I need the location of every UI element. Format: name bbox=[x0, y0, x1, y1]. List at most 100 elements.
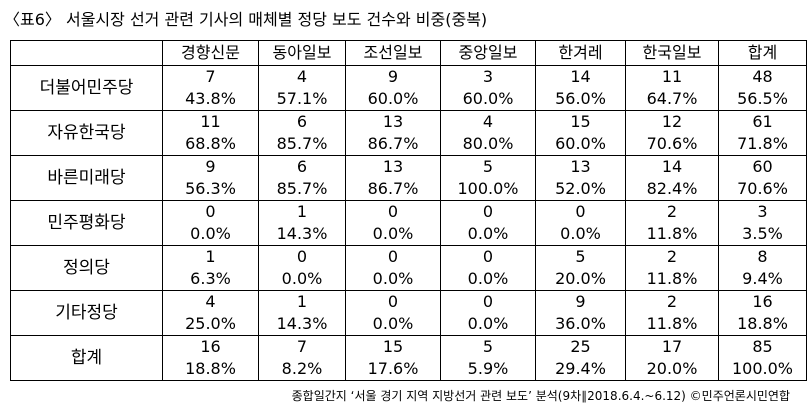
count-cell: 5 bbox=[440, 155, 536, 178]
percent-cell: 60.0% bbox=[345, 88, 441, 111]
percent-cell: 20.0% bbox=[625, 358, 719, 381]
percent-cell: 82.4% bbox=[625, 178, 719, 201]
percent-cell: 70.6% bbox=[625, 133, 719, 156]
count-cell: 6 bbox=[258, 155, 346, 178]
count-row: 정의당 1 0 0 0 5 2 8 bbox=[10, 245, 807, 291]
count-cell: 13 bbox=[345, 155, 441, 178]
percent-cell: 60.0% bbox=[440, 88, 536, 111]
percent-cell: 0.0% bbox=[345, 313, 441, 336]
count-cell: 9 bbox=[535, 290, 626, 313]
percent-cell: 56.0% bbox=[535, 88, 626, 111]
percent-cell: 11.8% bbox=[625, 313, 719, 336]
count-cell: 25 bbox=[535, 335, 626, 358]
percent-cell: 11.8% bbox=[625, 268, 719, 291]
count-cell: 5 bbox=[535, 245, 626, 268]
count-cell: 85 bbox=[718, 335, 807, 358]
percent-cell: 60.0% bbox=[535, 133, 626, 156]
percent-cell: 0.0% bbox=[535, 223, 626, 246]
count-cell: 4 bbox=[440, 110, 536, 133]
percent-cell: 14.3% bbox=[258, 313, 346, 336]
data-table: 경향신문 동아일보 조선일보 중앙일보 한겨레 한국일보 합계 더불어민주당 7 4 9 3 14 11 4… bbox=[10, 40, 807, 381]
column-header: 한국일보 bbox=[625, 40, 719, 66]
count-cell: 4 bbox=[258, 65, 346, 88]
column-header: 중앙일보 bbox=[440, 40, 536, 66]
percent-cell: 14.3% bbox=[258, 223, 346, 246]
count-cell: 0 bbox=[162, 200, 259, 223]
count-cell: 6 bbox=[258, 110, 346, 133]
column-header: 경향신문 bbox=[162, 40, 259, 66]
percent-cell: 18.8% bbox=[162, 358, 259, 381]
row-label: 자유한국당 bbox=[10, 110, 163, 156]
percent-cell: 36.0% bbox=[535, 313, 626, 336]
percent-cell: 6.3% bbox=[162, 268, 259, 291]
corner-cell bbox=[10, 40, 163, 66]
count-cell: 16 bbox=[162, 335, 259, 358]
count-cell: 2 bbox=[625, 245, 719, 268]
count-row: 민주평화당 0 1 0 0 0 2 3 bbox=[10, 200, 807, 246]
row-label: 더불어민주당 bbox=[10, 65, 163, 111]
percent-cell: 0.0% bbox=[345, 223, 441, 246]
percent-cell: 5.9% bbox=[440, 358, 536, 381]
count-cell: 7 bbox=[258, 335, 346, 358]
count-cell: 13 bbox=[345, 110, 441, 133]
percent-cell: 29.4% bbox=[535, 358, 626, 381]
count-cell: 7 bbox=[162, 65, 259, 88]
percent-cell: 8.2% bbox=[258, 358, 346, 381]
row-label: 기타정당 bbox=[10, 290, 163, 336]
count-cell: 0 bbox=[440, 290, 536, 313]
count-cell: 9 bbox=[345, 65, 441, 88]
percent-cell: 0.0% bbox=[440, 268, 536, 291]
count-cell: 0 bbox=[345, 245, 441, 268]
count-cell: 16 bbox=[718, 290, 807, 313]
row-label: 민주평화당 bbox=[10, 200, 163, 246]
column-header: 한겨레 bbox=[535, 40, 626, 66]
percent-cell: 85.7% bbox=[258, 178, 346, 201]
percent-cell: 0.0% bbox=[162, 223, 259, 246]
percent-cell: 56.5% bbox=[718, 88, 807, 111]
count-cell: 2 bbox=[625, 200, 719, 223]
count-cell: 0 bbox=[258, 245, 346, 268]
percent-row: 68.8% 85.7% 86.7% 80.0% 60.0% 70.6% 71.8% bbox=[11, 133, 807, 156]
count-cell: 12 bbox=[625, 110, 719, 133]
percent-cell: 86.7% bbox=[345, 133, 441, 156]
count-cell: 13 bbox=[535, 155, 626, 178]
percent-cell: 70.6% bbox=[718, 178, 807, 201]
count-cell: 1 bbox=[258, 290, 346, 313]
count-cell: 15 bbox=[535, 110, 626, 133]
count-row: 더불어민주당 7 4 9 3 14 11 48 bbox=[10, 65, 807, 111]
count-cell: 3 bbox=[718, 200, 807, 223]
percent-row: 25.0% 14.3% 0.0% 0.0% 36.0% 11.8% 18.8% bbox=[11, 313, 807, 336]
count-cell: 4 bbox=[162, 290, 259, 313]
column-header: 조선일보 bbox=[345, 40, 441, 66]
percent-cell: 80.0% bbox=[440, 133, 536, 156]
row-label: 정의당 bbox=[10, 245, 163, 291]
percent-row: 6.3% 0.0% 0.0% 0.0% 20.0% 11.8% 9.4% bbox=[11, 268, 807, 291]
row-label: 합계 bbox=[10, 335, 163, 381]
count-cell: 9 bbox=[162, 155, 259, 178]
percent-cell: 85.7% bbox=[258, 133, 346, 156]
percent-cell: 11.8% bbox=[625, 223, 719, 246]
percent-cell: 64.7% bbox=[625, 88, 719, 111]
count-cell: 11 bbox=[625, 65, 719, 88]
count-cell: 60 bbox=[718, 155, 807, 178]
count-cell: 15 bbox=[345, 335, 441, 358]
count-cell: 0 bbox=[440, 245, 536, 268]
percent-cell: 86.7% bbox=[345, 178, 441, 201]
percent-cell: 52.0% bbox=[535, 178, 626, 201]
percent-cell: 0.0% bbox=[440, 223, 536, 246]
percent-cell: 18.8% bbox=[718, 313, 807, 336]
percent-cell: 100.0% bbox=[440, 178, 536, 201]
count-cell: 0 bbox=[535, 200, 626, 223]
column-header: 합계 bbox=[718, 40, 807, 66]
count-cell: 17 bbox=[625, 335, 719, 358]
count-cell: 5 bbox=[440, 335, 536, 358]
percent-cell: 43.8% bbox=[162, 88, 259, 111]
count-cell: 11 bbox=[162, 110, 259, 133]
percent-cell: 17.6% bbox=[345, 358, 441, 381]
header-row: 경향신문 동아일보 조선일보 중앙일보 한겨레 한국일보 합계 bbox=[10, 40, 807, 66]
percent-cell: 9.4% bbox=[718, 268, 807, 291]
percent-cell: 20.0% bbox=[535, 268, 626, 291]
source-note: 종합일간지 ‘서울 경기 지역 지방선거 관련 보도’ 분석(9차∥2018.6… bbox=[291, 389, 790, 403]
percent-cell: 25.0% bbox=[162, 313, 259, 336]
